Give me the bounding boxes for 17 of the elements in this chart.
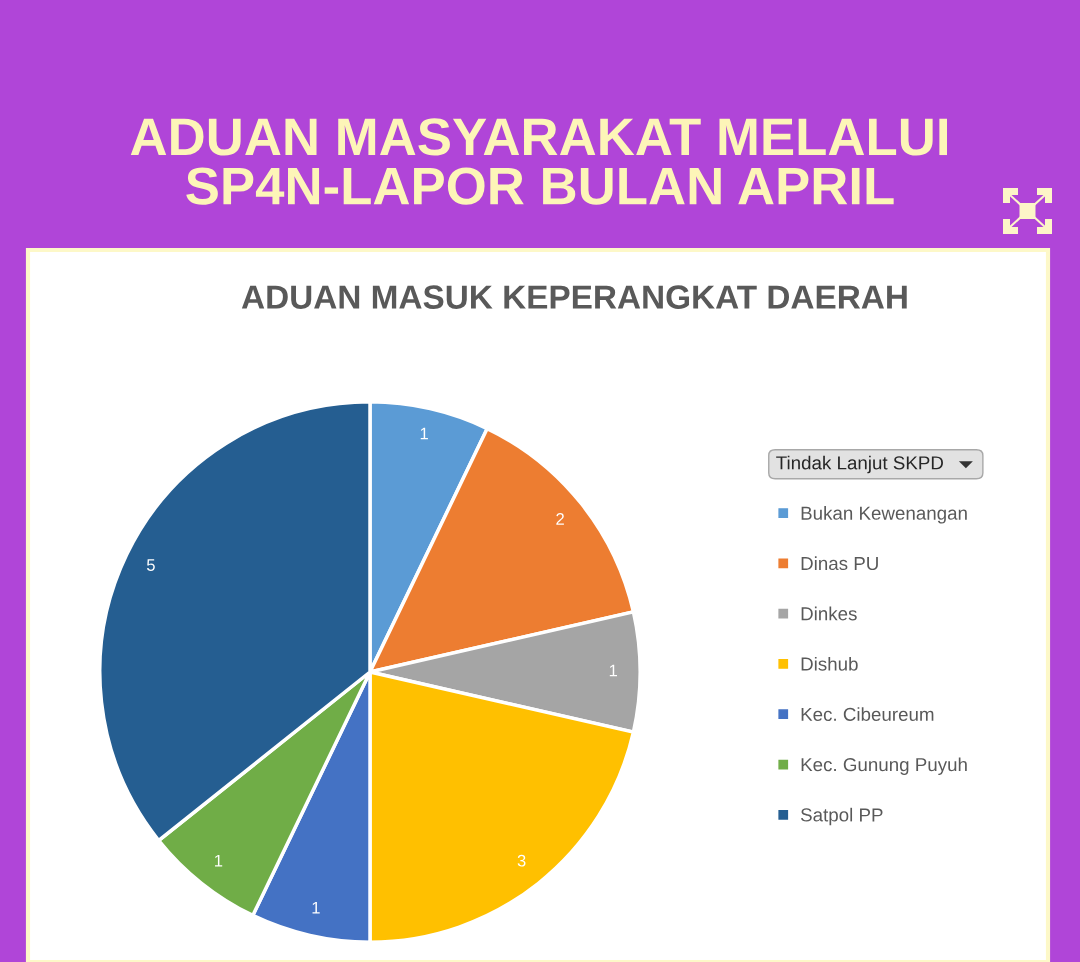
legend-title: Tindak Lanjut SKPD: [776, 455, 943, 474]
data-label: 1: [215, 854, 223, 867]
chart-subtitle: ADUAN MASUK KEPERANGKAT DAERAH: [241, 285, 907, 309]
data-label: 2: [556, 513, 564, 525]
data-label: 5: [146, 559, 155, 571]
legend-label: Dinkes: [801, 606, 857, 621]
chart-title: ADUAN MASYARAKAT MELALUI SP4N-LAPOR BULAN APRIL: [130, 118, 947, 205]
legend-label: Dishub: [801, 656, 858, 671]
data-label: 1: [312, 901, 320, 914]
legend-label: Kec. Cibeureum: [801, 707, 934, 721]
data-label: 1: [420, 427, 428, 440]
data-label: 1: [609, 664, 617, 677]
legend-label: Bukan Kewenangan: [801, 506, 967, 524]
legend-label: Satpol PP: [800, 807, 883, 826]
data-label: 3: [517, 854, 526, 867]
legend-label: Dinas PU: [801, 556, 878, 571]
legend-label: Kec. Gunung Puyuh: [801, 757, 967, 775]
